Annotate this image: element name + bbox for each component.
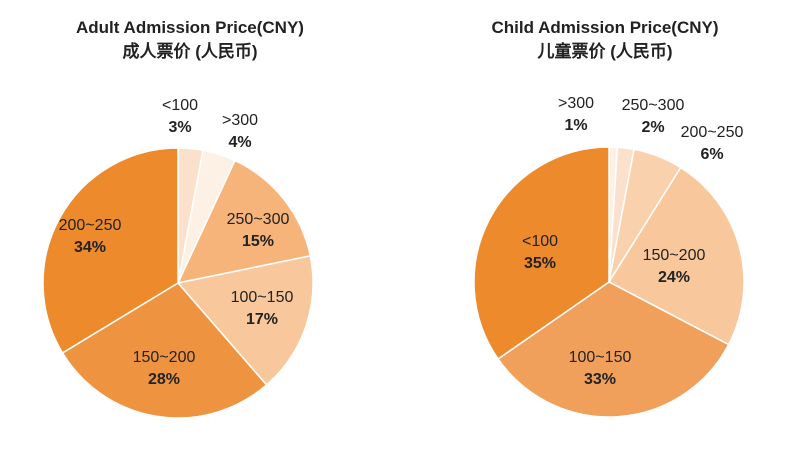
adult-slice-4	[61, 282, 268, 419]
adult-percent-label: 15%	[242, 233, 274, 250]
adult-slice-3	[176, 255, 314, 386]
child-percent-label: 35%	[524, 255, 556, 272]
adult-category-label: >300	[222, 112, 258, 129]
adult-percent-label: 28%	[148, 371, 180, 388]
adult-category-label: 100~150	[231, 289, 294, 306]
child-percent-label: 24%	[658, 269, 690, 286]
child-percent-label: 33%	[584, 371, 616, 388]
child-percent-label: 6%	[700, 146, 723, 163]
child-category-label: <100	[522, 233, 558, 250]
adult-category-label: 150~200	[133, 349, 196, 366]
adult-category-label: 200~250	[59, 217, 122, 234]
adult-title-en: Adult Admission Price(CNY)	[76, 18, 304, 37]
child-chart-title: Child Admission Price(CNY) 儿童票价 (人民币)	[425, 16, 785, 64]
adult-category-label: 250~300	[227, 211, 290, 228]
adult-slice-2	[176, 159, 312, 285]
adult-percent-label: 17%	[246, 311, 278, 328]
child-category-label: 250~300	[622, 97, 685, 114]
adult-percent-label: 34%	[74, 239, 106, 256]
adult-percent-label: 3%	[168, 119, 191, 136]
child-slice-4	[497, 281, 730, 418]
child-category-label: 150~200	[643, 247, 706, 264]
adult-title-cn: 成人票价 (人民币)	[122, 42, 258, 61]
child-title-en: Child Admission Price(CNY)	[491, 18, 719, 37]
adult-percent-label: 4%	[228, 134, 251, 151]
child-title-cn: 儿童票价 (人民币)	[537, 42, 673, 61]
child-slice-3	[607, 166, 745, 346]
child-percent-label: 2%	[641, 119, 664, 136]
child-category-label: 200~250	[681, 124, 744, 141]
child-category-label: >300	[558, 95, 594, 112]
adult-slice-5	[42, 147, 179, 354]
child-slice-5	[473, 146, 610, 360]
child-percent-label: 1%	[564, 117, 587, 134]
adult-chart-title: Adult Admission Price(CNY) 成人票价 (人民币)	[10, 16, 370, 64]
child-category-label: 100~150	[569, 349, 632, 366]
adult-category-label: <100	[162, 97, 198, 114]
